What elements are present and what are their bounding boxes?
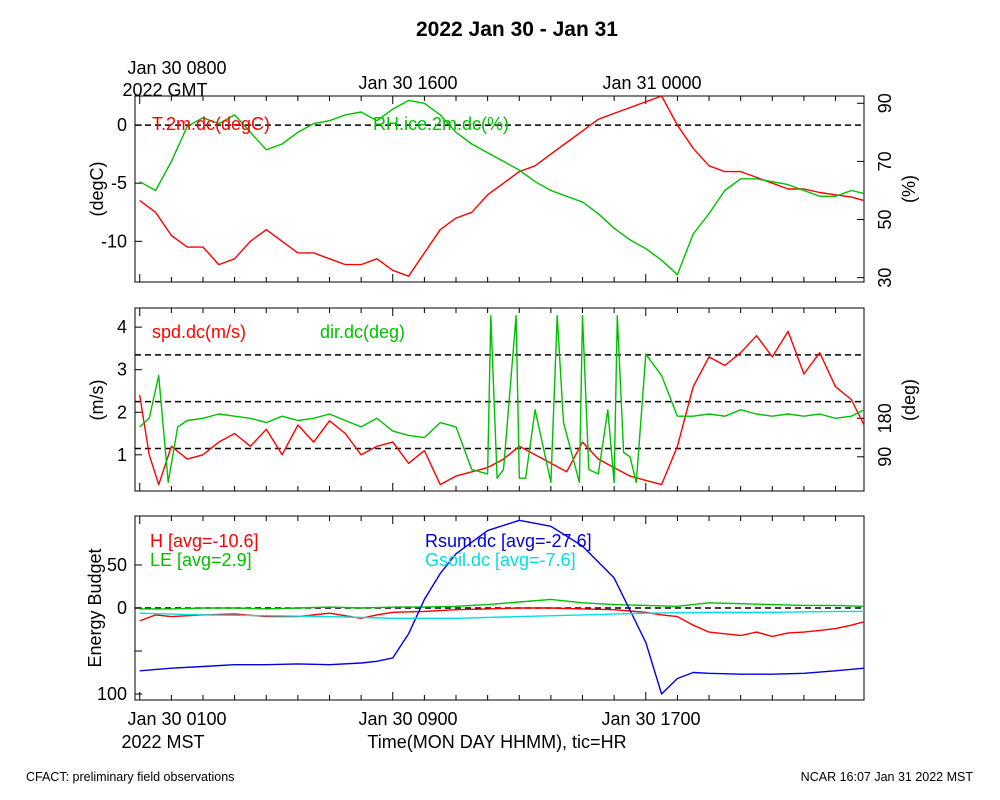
top-time-start-zone-label: 2022 GMT	[122, 80, 207, 100]
panel-reference-lines	[135, 354, 864, 450]
panel-frame	[134, 95, 865, 283]
right-tick-labels: 30 50 70 90	[875, 93, 895, 287]
panel-ticks	[135, 96, 864, 282]
left-axis-label: (m/s)	[87, 380, 107, 421]
left-axis-label: (degC)	[87, 161, 107, 216]
y-tick-label-left: 3	[117, 360, 127, 380]
right-tick-labels: 90 180	[875, 403, 895, 467]
panel-frame	[134, 307, 865, 492]
left-tick-labels: 100 0 50	[97, 555, 127, 704]
y-tick-label-left: -10	[101, 231, 127, 251]
y-tick-label-left: 2	[117, 402, 127, 422]
y-tick-label-right: 90	[875, 93, 895, 113]
y-tick-label-right: 180	[875, 403, 895, 433]
bottom-time-end-label: Jan 30 1700	[601, 709, 700, 729]
panel-series	[139, 519, 865, 695]
bottom-time-start-label: Jan 30 0100	[127, 709, 226, 729]
y-tick-label-left: 4	[117, 317, 127, 337]
y-tick-label-left: 50	[107, 555, 127, 575]
x-axis-label: Time(MON DAY HHMM), tic=HR	[367, 732, 626, 752]
series-line-spd-dc-m-s	[139, 330, 865, 486]
bottom-time-start-zone-label: 2022 MST	[121, 732, 204, 752]
series-line-dir-dc-deg	[139, 315, 865, 484]
legend-temperature: T.2m.dc(degC)	[152, 114, 270, 134]
series-line-h	[139, 607, 865, 638]
legend-h: H [avg=-10.6]	[150, 531, 259, 551]
legend-humidity: RH.ice.2m.dc(%)	[373, 114, 509, 134]
y-tick-label-left: 100	[97, 684, 127, 704]
panel-wind: 1 2 3 4 90 180 (m/s) (deg) spd.dc(m/s) dir.d…	[87, 307, 919, 492]
panel-ticks	[135, 516, 837, 700]
y-tick-label-right: 50	[875, 210, 895, 230]
y-tick-label-left: -5	[111, 173, 127, 193]
legend-speed: spd.dc(m/s)	[152, 322, 246, 342]
panel-series	[139, 95, 865, 277]
top-time-start-label: Jan 30 0800	[127, 58, 226, 78]
legend-le: LE [avg=2.9]	[150, 550, 252, 570]
legend-direction: dir.dc(deg)	[320, 322, 405, 342]
left-axis-label: Energy Budget	[85, 548, 105, 667]
bottom-time-mid-label: Jan 30 0900	[358, 709, 457, 729]
legend-rsum: Rsum.dc [avg=-27.6]	[425, 531, 592, 551]
chart-title: 2022 Jan 30 - Jan 31	[416, 18, 618, 41]
y-tick-label-left: 0	[117, 115, 127, 135]
top-time-end-label: Jan 31 0000	[602, 73, 701, 93]
series-line-rh-ice-2m-dc	[139, 99, 865, 276]
panel-ticks	[135, 308, 864, 491]
y-tick-label-right: 90	[875, 447, 895, 467]
panel-temperature-humidity: -10 -5 0 30 50 70 90 (degC) (%) T.2m.dc(degC)…	[87, 93, 919, 287]
series-line-t-2m-dc-degc	[139, 95, 865, 277]
series-line-le	[139, 598, 865, 610]
right-axis-label: (deg)	[899, 379, 919, 421]
footer-right-note: NCAR 16:07 Jan 31 2022 MST	[801, 770, 974, 784]
panel-series	[139, 315, 865, 486]
left-tick-labels: 1 2 3 4	[117, 317, 127, 465]
right-axis-label: (%)	[899, 175, 919, 203]
y-tick-label-right: 30	[875, 268, 895, 288]
panel-energy-budget: 100 0 50 Energy Budget H [avg=-10.6] LE [a…	[85, 515, 865, 704]
top-time-mid-label: Jan 30 1600	[358, 73, 457, 93]
legend-gsoil: Gsoil.dc [avg=-7.6]	[425, 550, 576, 570]
series-line-gsoil-dc	[139, 610, 864, 619]
y-tick-label-right: 70	[875, 151, 895, 171]
y-tick-label-left: 0	[117, 598, 127, 618]
y-tick-label-left: 1	[117, 445, 127, 465]
left-tick-labels: -10 -5 0	[101, 115, 127, 251]
series-line-rsum-dc	[139, 519, 865, 695]
footer-left-note: CFACT: preliminary field observations	[26, 770, 234, 784]
